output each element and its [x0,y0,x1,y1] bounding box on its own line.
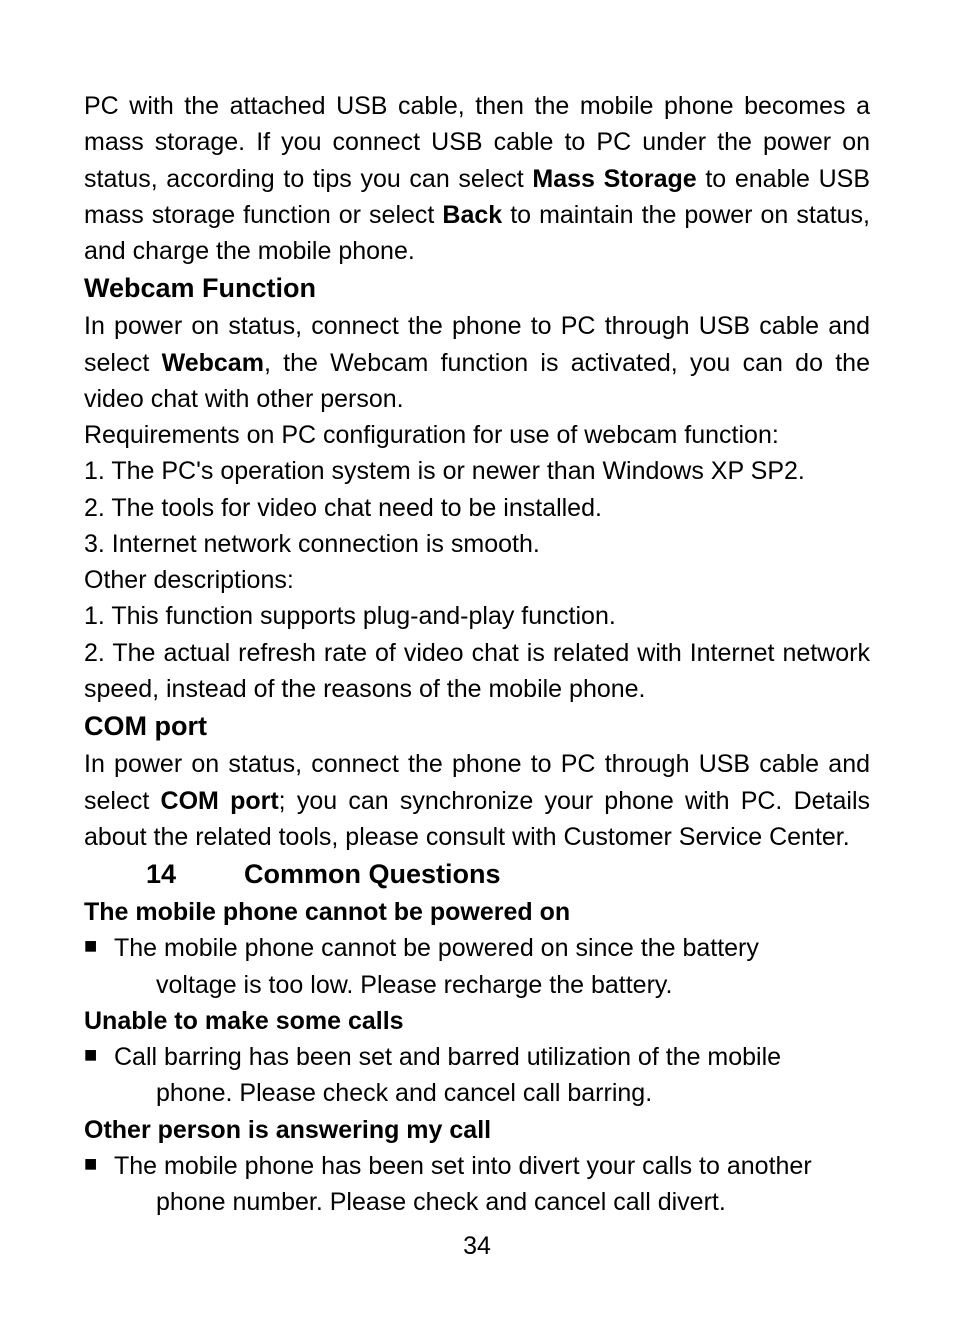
intro-bold-back: Back [442,201,502,229]
webcam-req-intro: Requirements on PC configuration for use… [84,417,870,453]
q2-bullet: ■ Call barring has been set and barred u… [84,1039,870,1075]
webcam-req-3: 3. Internet network connection is smooth… [84,526,870,562]
square-bullet-icon: ■ [84,1148,114,1184]
square-bullet-icon: ■ [84,930,114,966]
comport-paragraph-1: In power on status, connect the phone to… [84,746,870,855]
chapter-title: Common Questions [244,859,501,889]
chapter-number: 14 [146,855,244,894]
webcam-paragraph-1: In power on status, connect the phone to… [84,308,870,417]
webcam-other-2: 2. The actual refresh rate of video chat… [84,635,870,708]
intro-paragraph: PC with the attached USB cable, then the… [84,88,870,269]
q2-bullet-line1: Call barring has been set and barred uti… [114,1039,870,1075]
q3-heading: Other person is answering my call [84,1112,870,1148]
q2-bullet-line2: phone. Please check and cancel call barr… [84,1075,870,1111]
q3-bullet: ■ The mobile phone has been set into div… [84,1148,870,1184]
chapter-heading: 14Common Questions [84,855,870,894]
q1-bullet-line2: voltage is too low. Please recharge the … [84,967,870,1003]
q3-bullet-line2: phone number. Please check and cancel ca… [84,1184,870,1220]
webcam-req-2: 2. The tools for video chat need to be i… [84,490,870,526]
q1-bullet-line1: The mobile phone cannot be powered on si… [114,930,870,966]
page-number: 34 [0,1232,954,1261]
webcam-other-1: 1. This function supports plug-and-play … [84,598,870,634]
q2-heading: Unable to make some calls [84,1003,870,1039]
webcam-req-1: 1. The PC's operation system is or newer… [84,453,870,489]
webcam-other-intro: Other descriptions: [84,562,870,598]
comport-p1-bold: COM port [161,787,279,815]
square-bullet-icon: ■ [84,1039,114,1075]
intro-bold-mass-storage: Mass Storage [532,165,696,193]
comport-heading: COM port [84,707,870,746]
q1-bullet: ■ The mobile phone cannot be powered on … [84,930,870,966]
q3-bullet-line1: The mobile phone has been set into diver… [114,1148,870,1184]
webcam-p1-bold: Webcam [162,349,264,377]
q1-heading: The mobile phone cannot be powered on [84,894,870,930]
webcam-heading: Webcam Function [84,269,870,308]
